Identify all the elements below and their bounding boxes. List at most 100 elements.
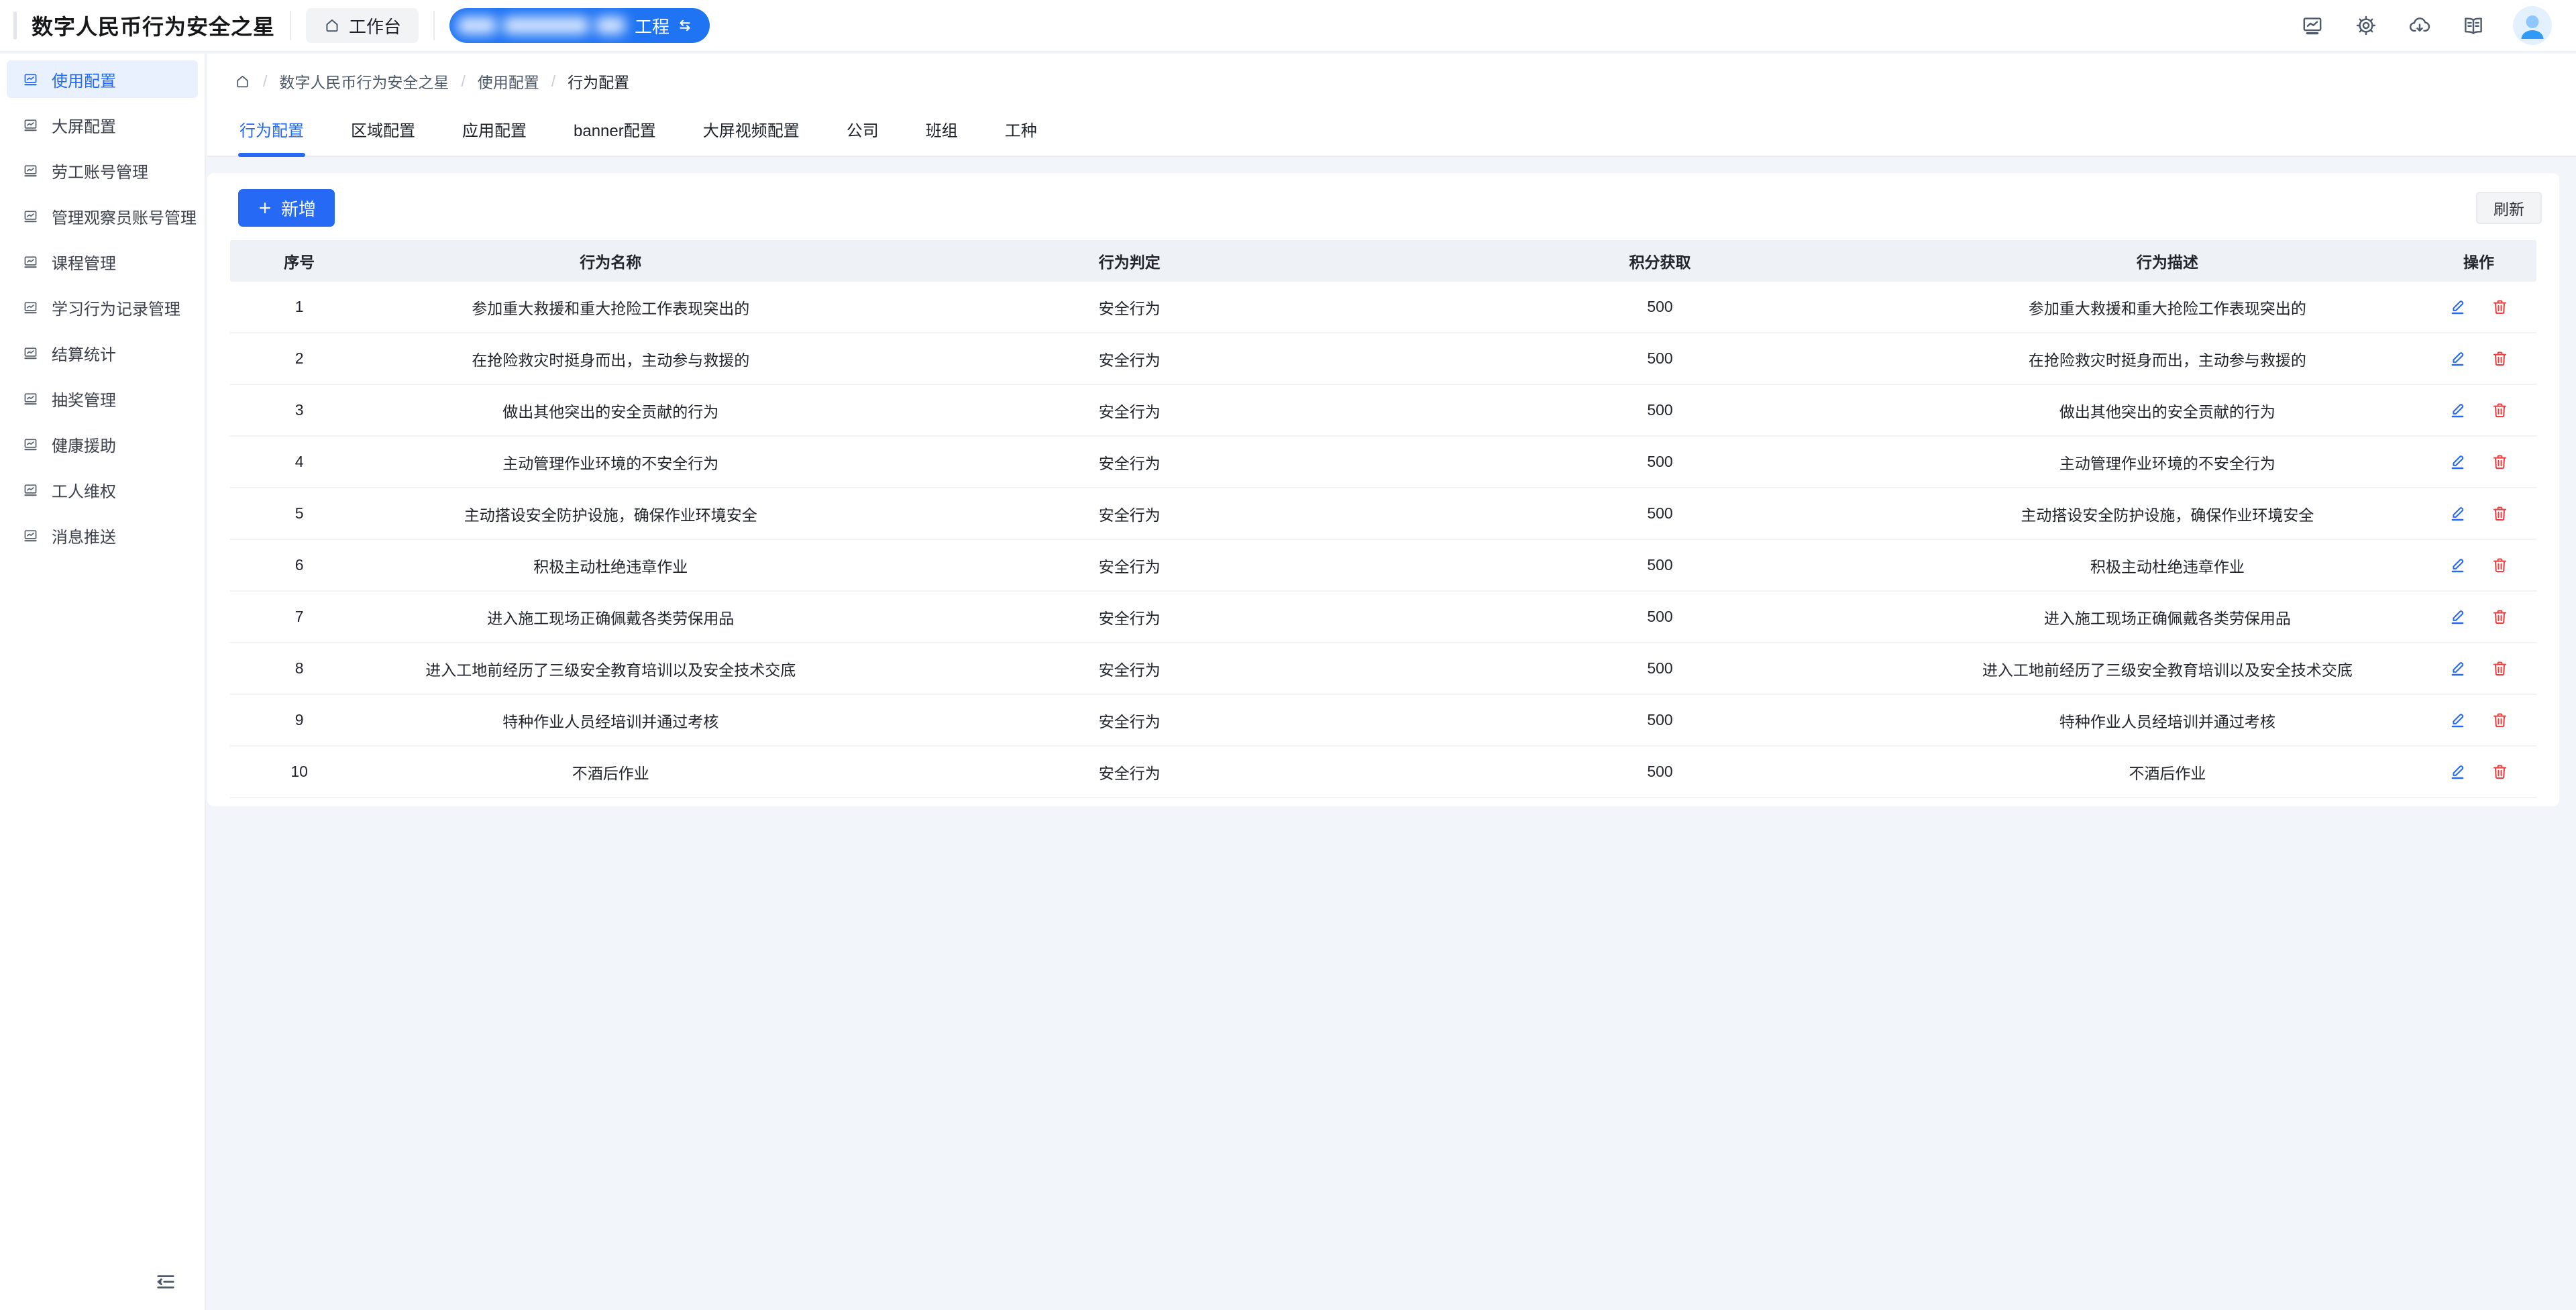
cell-description: 做出其他突出的安全贡献的行为 [2059, 402, 2275, 421]
delete-icon[interactable] [2491, 349, 2509, 368]
sidebar-item[interactable]: 结算统计 [7, 334, 198, 372]
table-body: 1 参加重大救援和重大抢险工作表现突出的 安全行为 500 参加重大救援和重大抢… [230, 282, 2536, 798]
behavior-table: 序号 行为名称 行为判定 积分获取 行为描述 操作 1 参加重大救援和重大抢险工作表现突出… [230, 240, 2536, 798]
tab-label: 班组 [925, 122, 958, 140]
tab-label: 应用配置 [462, 122, 527, 140]
screen-icon [23, 391, 38, 406]
breadcrumb-separator: / [263, 72, 268, 90]
screen-icon [23, 345, 38, 361]
sidebar-item[interactable]: 消息推送 [7, 516, 198, 554]
edit-icon[interactable] [2449, 556, 2467, 574]
delete-icon[interactable] [2491, 453, 2509, 471]
sidebar-item[interactable]: 抽奖管理 [7, 380, 198, 417]
screen-icon [23, 163, 38, 178]
table-row: 10 不酒后作业 安全行为 500 不酒后作业 [230, 747, 2536, 798]
user-avatar[interactable] [2513, 6, 2552, 45]
tab[interactable]: 工种 [1004, 117, 1038, 156]
sidebar-item[interactable]: 管理观察员账号管理 [7, 197, 198, 235]
edit-icon[interactable] [2449, 453, 2467, 471]
tab-label: 公司 [846, 122, 879, 140]
home-icon[interactable] [234, 73, 251, 90]
cell-description: 不酒后作业 [2129, 764, 2206, 782]
delete-icon[interactable] [2491, 659, 2509, 677]
cell-description: 主动管理作业环境的不安全行为 [2059, 454, 2275, 472]
delete-icon[interactable] [2491, 763, 2509, 781]
sidebar-item-label: 健康援助 [52, 437, 116, 455]
breadcrumb-item[interactable]: 使用配置 [477, 74, 539, 91]
column-header: 行为描述 [2136, 254, 2198, 271]
tab[interactable]: 班组 [924, 117, 959, 156]
gear-icon[interactable] [2352, 11, 2380, 40]
edit-icon[interactable] [2449, 659, 2467, 677]
column-header: 积分获取 [1629, 254, 1691, 271]
table-row: 6 积极主动杜绝违章作业 安全行为 500 积极主动杜绝违章作业 [230, 540, 2536, 592]
main-content: / 数字人民币行为安全之星 / 使用配置 / 行为配置 行为配置 区域配置 应用配置 banne… [207, 54, 2576, 1310]
sidebar-item[interactable]: 健康援助 [7, 425, 198, 463]
table-row: 9 特种作业人员经培训并通过考核 安全行为 500 特种作业人员经培训并通过考核 [230, 695, 2536, 747]
sidebar-item[interactable]: 工人维权 [7, 471, 198, 508]
edit-icon[interactable] [2449, 401, 2467, 419]
delete-icon[interactable] [2491, 608, 2509, 626]
swap-arrows-icon [676, 17, 694, 34]
sidebar-item[interactable]: 使用配置 [7, 60, 198, 98]
redacted-text-blob [503, 17, 590, 34]
tab[interactable]: 区域配置 [350, 117, 417, 156]
edit-icon[interactable] [2449, 349, 2467, 368]
sidebar-item-label: 使用配置 [52, 72, 116, 91]
cell-description: 在抢险救灾时挺身而出，主动参与救援的 [2028, 351, 2306, 369]
delete-icon[interactable] [2491, 556, 2509, 574]
workbench-button[interactable]: 工作台 [306, 8, 419, 43]
edit-icon[interactable] [2449, 711, 2467, 729]
cell-judgment: 安全行为 [1098, 557, 1161, 576]
cell-index: 8 [294, 659, 304, 677]
screen-icon [23, 117, 38, 133]
monitor-chart-icon[interactable] [2298, 11, 2326, 40]
cloud-download-icon[interactable] [2406, 11, 2434, 40]
table-row: 8 进入工地前经历了三级安全教育培训以及安全技术交底 安全行为 500 进入工地… [230, 643, 2536, 695]
screen-icon [23, 482, 38, 498]
table-row: 4 主动管理作业环境的不安全行为 安全行为 500 主动管理作业环境的不安全行为 [230, 437, 2536, 488]
refresh-button[interactable]: 刷新 [2476, 192, 2542, 224]
sidebar-item[interactable]: 课程管理 [7, 243, 198, 280]
tab[interactable]: 大屏视频配置 [702, 117, 801, 156]
sidebar-menu: 使用配置 大屏配置 劳工账号管理 管理观察员账号管理 [0, 60, 205, 554]
edit-icon[interactable] [2449, 504, 2467, 523]
column-header: 行为名称 [580, 254, 642, 271]
cell-judgment: 安全行为 [1098, 712, 1161, 730]
add-button[interactable]: 新增 [238, 189, 335, 227]
edit-icon[interactable] [2449, 608, 2467, 626]
cell-judgment: 安全行为 [1098, 454, 1161, 472]
delete-icon[interactable] [2491, 298, 2509, 316]
delete-icon[interactable] [2491, 711, 2509, 729]
tab[interactable]: banner配置 [572, 117, 657, 156]
project-switcher-button[interactable]: 工程 [449, 8, 710, 43]
tab-bar: 行为配置 区域配置 应用配置 banner配置 大屏视频配置 公司 班组 工种 [238, 117, 1038, 157]
sidebar-item[interactable]: 劳工账号管理 [7, 152, 198, 189]
cell-judgment: 安全行为 [1098, 609, 1161, 627]
cell-actions [2421, 504, 2536, 523]
menu-fold-icon[interactable] [150, 1266, 182, 1298]
tab[interactable]: 公司 [845, 117, 880, 156]
cell-judgment: 安全行为 [1098, 764, 1161, 782]
edit-icon[interactable] [2449, 298, 2467, 316]
breadcrumb-separator: / [551, 72, 556, 90]
edit-icon[interactable] [2449, 763, 2467, 781]
tab-label: 工种 [1004, 122, 1037, 140]
tab-label: banner配置 [574, 122, 656, 140]
sidebar-item[interactable]: 大屏配置 [7, 106, 198, 144]
tab[interactable]: 行为配置 [238, 117, 305, 157]
table-row: 1 参加重大救援和重大抢险工作表现突出的 安全行为 500 参加重大救援和重大抢… [230, 282, 2536, 333]
tab[interactable]: 应用配置 [461, 117, 528, 156]
delete-icon[interactable] [2491, 401, 2509, 419]
cell-index: 9 [294, 711, 304, 728]
book-icon[interactable] [2459, 11, 2487, 40]
cell-actions [2421, 556, 2536, 574]
cell-actions [2421, 453, 2536, 471]
delete-icon[interactable] [2491, 504, 2509, 523]
breadcrumb-item[interactable]: 数字人民币行为安全之星 [279, 74, 449, 91]
breadcrumb-item: 行为配置 [568, 74, 630, 91]
sidebar-item[interactable]: 学习行为记录管理 [7, 288, 198, 326]
cell-actions [2421, 659, 2536, 677]
cell-judgment: 安全行为 [1098, 402, 1161, 421]
divider [433, 11, 435, 40]
